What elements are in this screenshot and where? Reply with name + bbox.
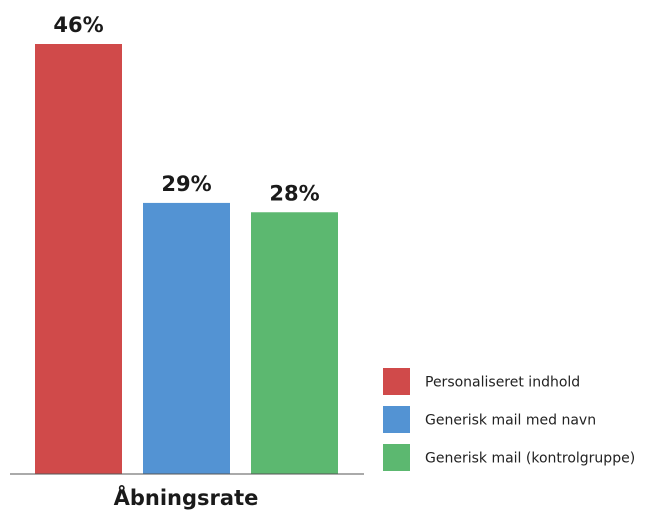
legend-swatch-3	[383, 444, 410, 471]
bars-group	[35, 44, 338, 475]
legend-label-2: Generisk mail med navn	[425, 413, 596, 429]
x-category-label: Åbningsrate	[114, 485, 259, 510]
bar-1	[35, 44, 122, 474]
bar-value-label-1: 46%	[53, 13, 103, 37]
bar-value-labels: 46% 29% 28%	[53, 13, 319, 205]
legend: Personaliseret indhold Generisk mail med …	[383, 368, 635, 471]
bar-2	[143, 202, 230, 475]
bar-value-label-3: 28%	[269, 181, 319, 205]
bar-value-label-2: 29%	[161, 172, 211, 196]
bar-3	[251, 212, 338, 474]
legend-label-1: Personaliseret indhold	[425, 375, 580, 391]
legend-swatch-2	[383, 406, 410, 433]
legend-swatch-1	[383, 368, 410, 395]
legend-label-3: Generisk mail (kontrolgruppe)	[425, 451, 635, 467]
